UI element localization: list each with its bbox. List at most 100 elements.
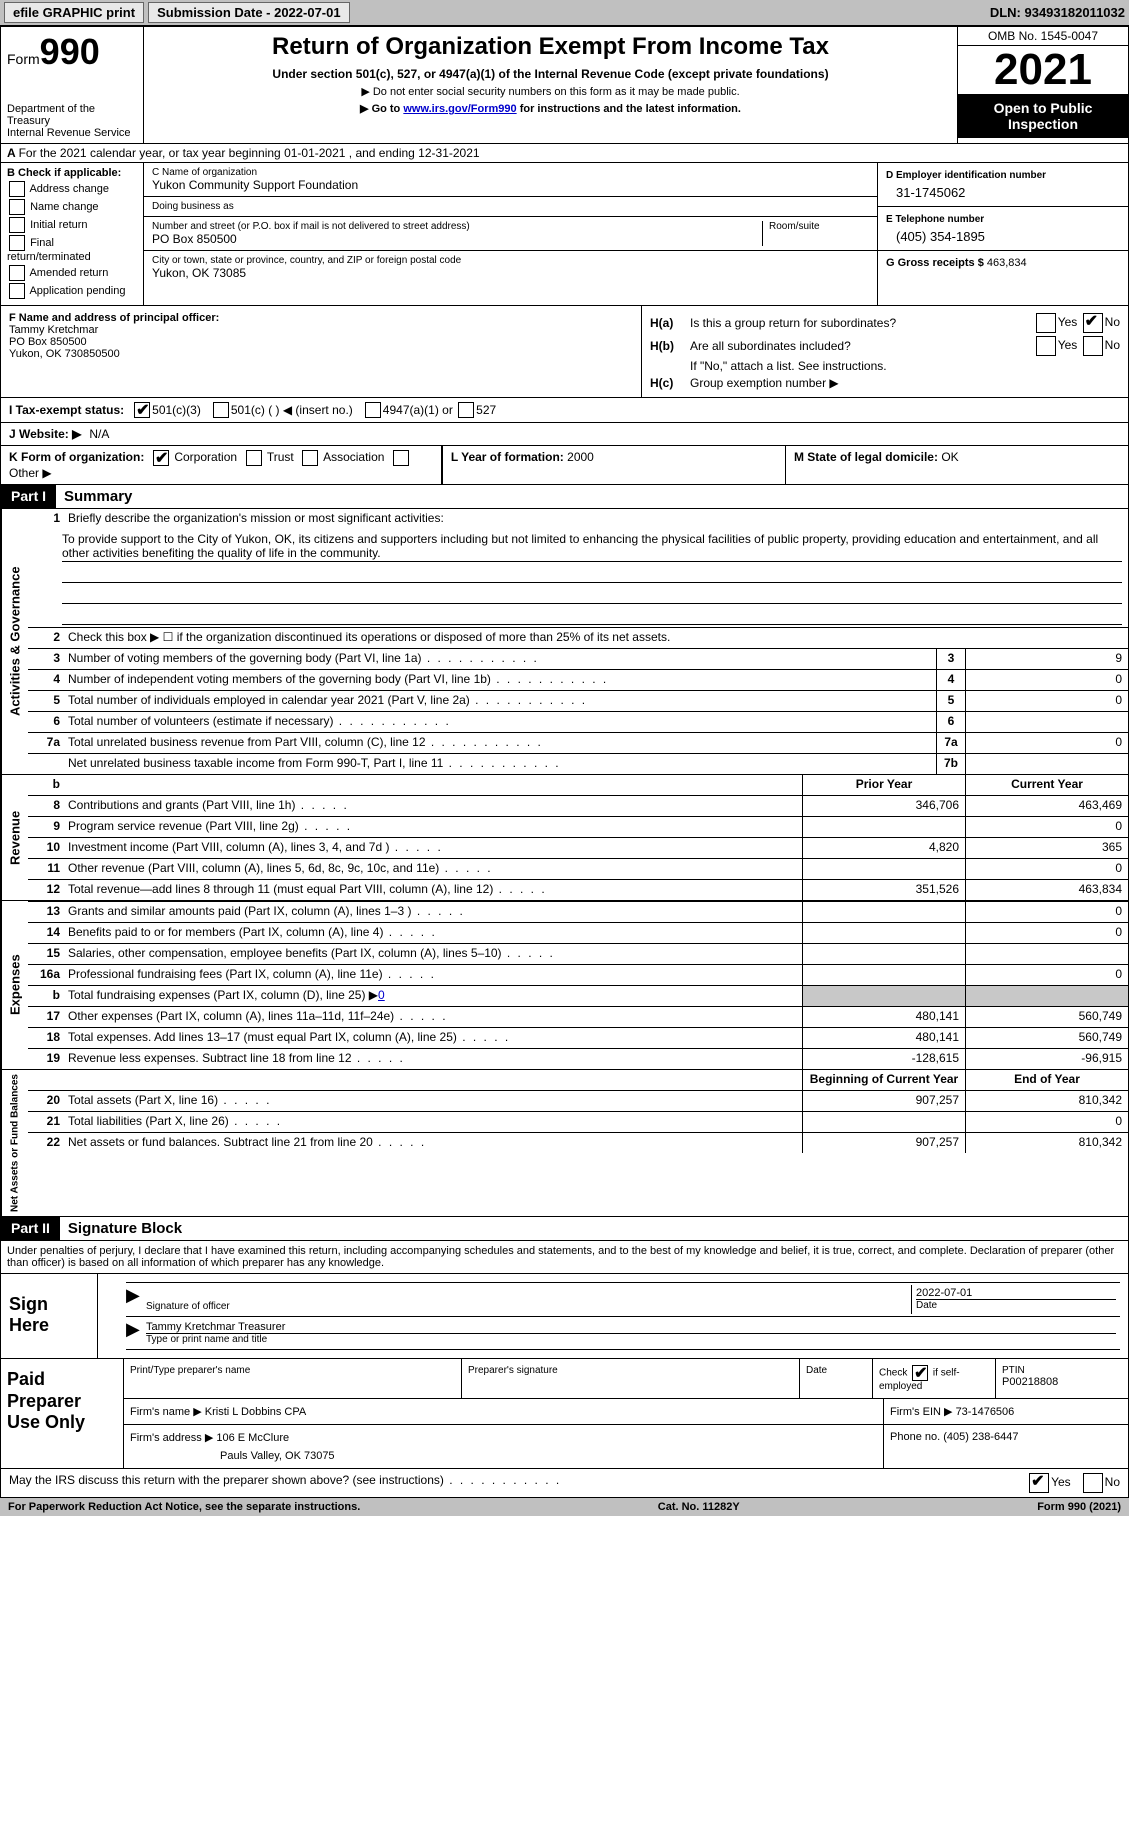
phone-value: (405) 238-6447 [943, 1431, 1018, 1443]
sig-label: Signature of officer [146, 1301, 907, 1312]
line-num: 14 [28, 923, 64, 943]
discuss-no[interactable] [1083, 1473, 1103, 1493]
discuss-text: May the IRS discuss this return with the… [9, 1473, 561, 1493]
chk-501c[interactable] [213, 402, 229, 418]
curr-val: 0 [965, 902, 1128, 922]
rev-line-12: 12Total revenue—add lines 8 through 11 (… [28, 879, 1128, 900]
line-num: 9 [28, 817, 64, 837]
date-label: Date [916, 1299, 1116, 1311]
form-label: Form [7, 51, 40, 67]
caret-icon2: ▶ [126, 1319, 142, 1347]
chk-501c3[interactable] [134, 402, 150, 418]
ptin-value: P00218808 [1002, 1376, 1122, 1388]
chk-other[interactable] [393, 450, 409, 466]
section-b-checkboxes: B Check if applicable: Address change Na… [1, 163, 144, 305]
revenue-label: Revenue [1, 775, 28, 900]
fundraising-total[interactable]: 0 [378, 988, 385, 1002]
line-text: Other expenses (Part IX, column (A), lin… [64, 1007, 802, 1027]
line-text: Total revenue—add lines 8 through 11 (mu… [64, 880, 802, 900]
line-box: 6 [936, 712, 965, 732]
part-1-header: Part I Summary [0, 485, 1129, 509]
ha-no[interactable] [1083, 313, 1103, 333]
chk-initial-return[interactable] [9, 217, 25, 233]
discuss-yes[interactable] [1029, 1473, 1049, 1493]
curr-val: 0 [965, 965, 1128, 985]
prior-val: 4,820 [802, 838, 965, 858]
line-b-text: Total fundraising expenses (Part IX, col… [68, 988, 378, 1002]
year-formation: 2000 [567, 450, 594, 464]
officer-signature[interactable] [146, 1287, 907, 1301]
line-num: 19 [28, 1049, 64, 1069]
chk-self-employed[interactable] [912, 1365, 928, 1381]
officer-typed-name: Tammy Kretchmar Treasurer [146, 1321, 1116, 1333]
curr-val: 463,834 [965, 880, 1128, 900]
goto-pre: ▶ Go to [360, 103, 403, 115]
opt-4947: 4947(a)(1) or [383, 403, 453, 417]
curr-val: -96,915 [965, 1049, 1128, 1069]
curr-val: 0 [965, 817, 1128, 837]
line-text: Number of independent voting members of … [64, 670, 936, 690]
yes-label: Yes [1058, 315, 1078, 329]
chk-4947[interactable] [365, 402, 381, 418]
penalties-text: Under penalties of perjury, I declare th… [0, 1241, 1129, 1274]
chk-corporation[interactable] [153, 450, 169, 466]
bottom-bar: For Paperwork Reduction Act Notice, see … [0, 1498, 1129, 1516]
na-line-20: 20Total assets (Part X, line 16)907,2578… [28, 1090, 1128, 1111]
firm-addr1: 106 E McClure [216, 1432, 289, 1444]
hb-no[interactable] [1083, 336, 1103, 356]
tax-year: 2021 [958, 46, 1128, 94]
chk-final-return[interactable] [9, 235, 25, 251]
opt-name-change: Name change [30, 201, 99, 213]
opt-other: Other ▶ [9, 466, 52, 480]
officer-addr1: PO Box 850500 [9, 336, 87, 348]
exp-line-15: 15Salaries, other compensation, employee… [28, 943, 1128, 964]
officer-name: Tammy Kretchmar [9, 324, 98, 336]
hb-text: Are all subordinates included? [690, 339, 1034, 353]
efile-print-button[interactable]: efile GRAPHIC print [4, 2, 144, 23]
prep-name-lab: Print/Type preparer's name [130, 1365, 455, 1376]
irs-link[interactable]: www.irs.gov/Form990 [403, 103, 516, 115]
chk-527[interactable] [458, 402, 474, 418]
hb-note: If "No," attach a list. See instructions… [690, 359, 887, 373]
gross-value: 463,834 [987, 257, 1027, 269]
netassets-label: Net Assets or Fund Balances [1, 1070, 28, 1216]
chk-address-change[interactable] [9, 181, 25, 197]
line-num: 18 [28, 1028, 64, 1048]
chk-application-pending[interactable] [9, 283, 25, 299]
ptin-lab: PTIN [1002, 1365, 1122, 1376]
exp-line-18: 18Total expenses. Add lines 13–17 (must … [28, 1027, 1128, 1048]
current-year-header: Current Year [965, 775, 1128, 795]
prior-val [802, 817, 965, 837]
mission-blank3 [62, 604, 1122, 625]
line-val [965, 712, 1128, 732]
line-text: Revenue less expenses. Subtract line 18 … [64, 1049, 802, 1069]
chk-name-change[interactable] [9, 199, 25, 215]
prior-val [802, 944, 965, 964]
curr-val: 365 [965, 838, 1128, 858]
state-domicile: OK [941, 450, 958, 464]
line-text: Investment income (Part VIII, column (A)… [64, 838, 802, 858]
prep-sig-lab: Preparer's signature [468, 1365, 793, 1376]
top-bar: efile GRAPHIC print Submission Date - 20… [0, 0, 1129, 26]
opt-assoc: Association [323, 450, 384, 464]
exp-b-curr [965, 986, 1128, 1006]
chk-association[interactable] [302, 450, 318, 466]
curr-val: 463,469 [965, 796, 1128, 816]
ssn-note: ▶ Do not enter social security numbers o… [152, 85, 949, 98]
expenses-section: Expenses 13Grants and similar amounts pa… [0, 901, 1129, 1070]
governance-section: Activities & Governance 1 Briefly descri… [0, 509, 1129, 775]
ha-yes[interactable] [1036, 313, 1056, 333]
prior-year-header: Prior Year [802, 775, 965, 795]
prior-val: 907,257 [802, 1091, 965, 1111]
hb-yes[interactable] [1036, 336, 1056, 356]
line-box: 3 [936, 649, 965, 669]
rev-b: b [28, 775, 64, 795]
prior-val: -128,615 [802, 1049, 965, 1069]
line-num: 16a [28, 965, 64, 985]
org-name-label: C Name of organization [152, 167, 869, 178]
beginning-year-header: Beginning of Current Year [802, 1070, 965, 1090]
chk-trust[interactable] [246, 450, 262, 466]
line-num: 21 [28, 1112, 64, 1132]
curr-val: 0 [965, 859, 1128, 879]
chk-amended[interactable] [9, 265, 25, 281]
